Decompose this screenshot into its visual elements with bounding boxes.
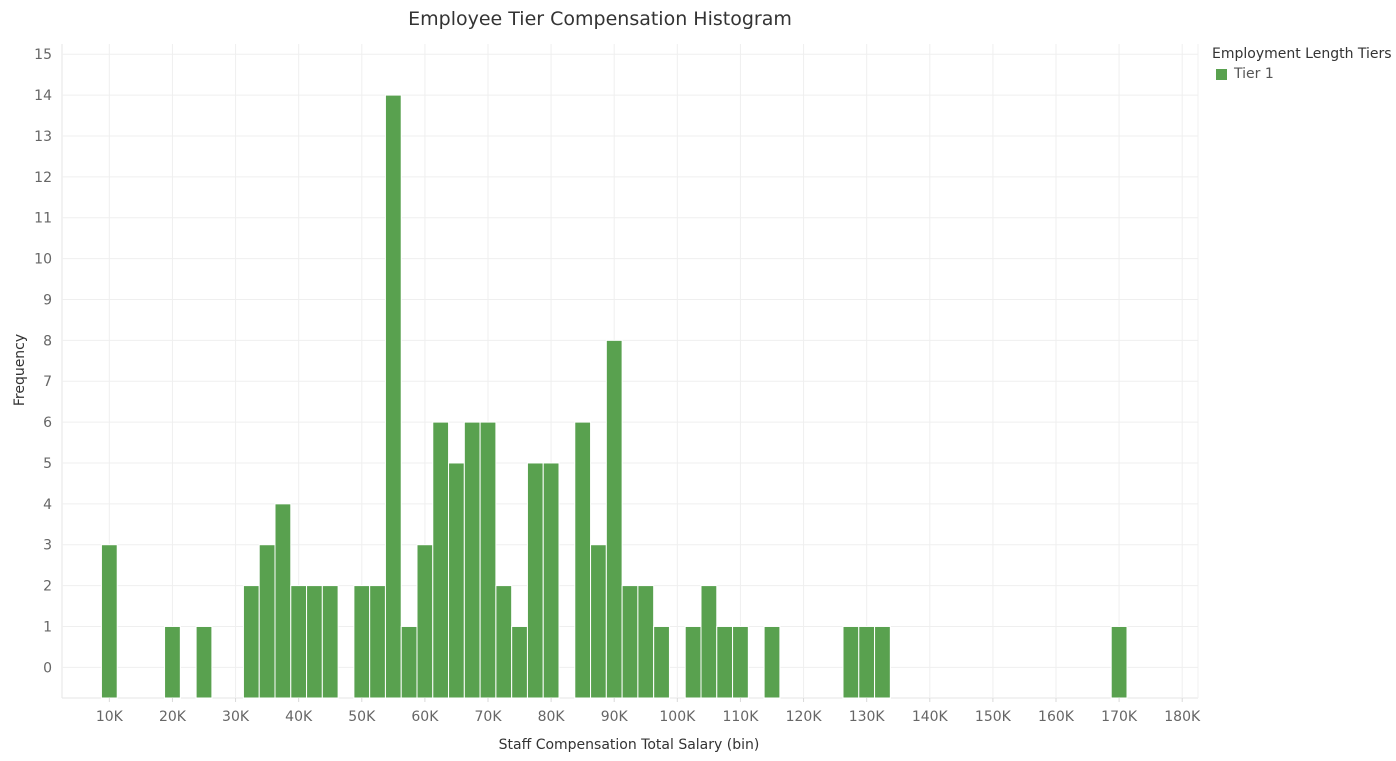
histogram-bar[interactable]: [700, 585, 718, 699]
x-tick-label: 50K: [348, 709, 376, 725]
histogram-bar[interactable]: [274, 503, 292, 699]
histogram-bar[interactable]: [195, 625, 213, 699]
histogram-bar[interactable]: [1110, 625, 1128, 699]
x-tick-label: 100K: [659, 709, 696, 725]
y-tick-label: 1: [43, 619, 52, 635]
histogram-bar[interactable]: [511, 625, 528, 699]
histogram-bar[interactable]: [842, 625, 860, 699]
histogram-bar[interactable]: [684, 625, 702, 699]
y-tick-label: 6: [43, 415, 52, 431]
histogram-bar[interactable]: [542, 462, 560, 699]
histogram-bar[interactable]: [732, 625, 749, 699]
y-tick-label: 8: [43, 333, 52, 349]
y-tick-label: 4: [43, 497, 52, 513]
x-axis-ticks: 10K 20K 30K 40K 50K 60K 70K 80K 90K 100K 110K 120K 1…: [96, 698, 1201, 725]
x-tick-label: 140K: [912, 709, 949, 725]
x-tick-label: 10K: [96, 709, 124, 725]
histogram-bar[interactable]: [495, 585, 513, 699]
histogram-bar[interactable]: [400, 625, 418, 699]
histogram-bar[interactable]: [321, 585, 339, 699]
histogram-bar[interactable]: [164, 625, 181, 699]
histogram-bar[interactable]: [369, 585, 386, 699]
x-tick-label: 40K: [285, 709, 313, 725]
x-tick-label: 30K: [222, 709, 250, 725]
x-tick-label: 150K: [975, 709, 1012, 725]
y-tick-label: 14: [34, 88, 52, 104]
histogram-bar[interactable]: [621, 585, 639, 699]
y-axis-title: Frequency: [12, 334, 28, 406]
legend-swatch: [1216, 68, 1227, 80]
legend-item-tier-1[interactable]: Tier 1: [1216, 66, 1392, 82]
histogram-bar[interactable]: [242, 585, 260, 699]
histogram-bar[interactable]: [874, 625, 891, 699]
x-tick-label: 60K: [411, 709, 439, 725]
histogram-bar[interactable]: [858, 625, 876, 699]
x-tick-label: 160K: [1038, 709, 1075, 725]
x-tick-label: 90K: [601, 709, 629, 725]
y-tick-label: 5: [43, 456, 52, 472]
y-tick-label: 2: [43, 579, 52, 595]
legend-title: Employment Length Tiers: [1212, 46, 1392, 62]
histogram-bar[interactable]: [290, 585, 308, 699]
histogram-bar[interactable]: [479, 421, 497, 699]
histogram-bar[interactable]: [258, 544, 276, 699]
histogram-bar[interactable]: [526, 462, 544, 699]
y-tick-label: 10: [34, 252, 52, 268]
y-tick-label: 0: [43, 660, 52, 676]
x-tick-label: 110K: [722, 709, 759, 725]
y-tick-label: 3: [43, 538, 52, 554]
histogram-bar[interactable]: [353, 585, 371, 699]
histogram-bar[interactable]: [716, 625, 734, 699]
x-tick-label: 80K: [538, 709, 566, 725]
histogram-bar[interactable]: [448, 462, 465, 699]
histogram-bar[interactable]: [605, 339, 623, 699]
histogram-bar[interactable]: [306, 585, 323, 699]
y-tick-label: 9: [43, 292, 52, 308]
y-tick-label: 15: [34, 47, 52, 63]
histogram-bar[interactable]: [384, 94, 402, 699]
histogram-bar[interactable]: [416, 544, 434, 699]
x-tick-label: 170K: [1101, 709, 1138, 725]
legend-label: Tier 1: [1234, 66, 1274, 82]
histogram-bar[interactable]: [432, 421, 450, 699]
histogram-bar[interactable]: [100, 544, 118, 699]
y-tick-label: 12: [34, 170, 52, 186]
histogram-bar[interactable]: [574, 421, 592, 699]
legend: Employment Length Tiers Tier 1: [1212, 46, 1392, 82]
y-tick-label: 13: [34, 129, 52, 145]
x-tick-label: 180K: [1164, 709, 1201, 725]
histogram-bars: [100, 94, 1128, 699]
histogram-bar[interactable]: [463, 421, 481, 699]
x-axis-title: Staff Compensation Total Salary (bin): [499, 737, 760, 753]
histogram-bar[interactable]: [763, 625, 781, 699]
y-tick-label: 11: [34, 211, 52, 227]
x-tick-label: 70K: [475, 709, 503, 725]
x-tick-label: 120K: [786, 709, 823, 725]
histogram-bar[interactable]: [637, 585, 655, 699]
histogram-bar[interactable]: [590, 544, 607, 699]
chart-title: Employee Tier Compensation Histogram: [408, 8, 792, 30]
x-tick-label: 130K: [849, 709, 886, 725]
x-tick-label: 20K: [159, 709, 187, 725]
histogram-bar[interactable]: [653, 625, 670, 699]
y-tick-label: 7: [43, 374, 52, 390]
